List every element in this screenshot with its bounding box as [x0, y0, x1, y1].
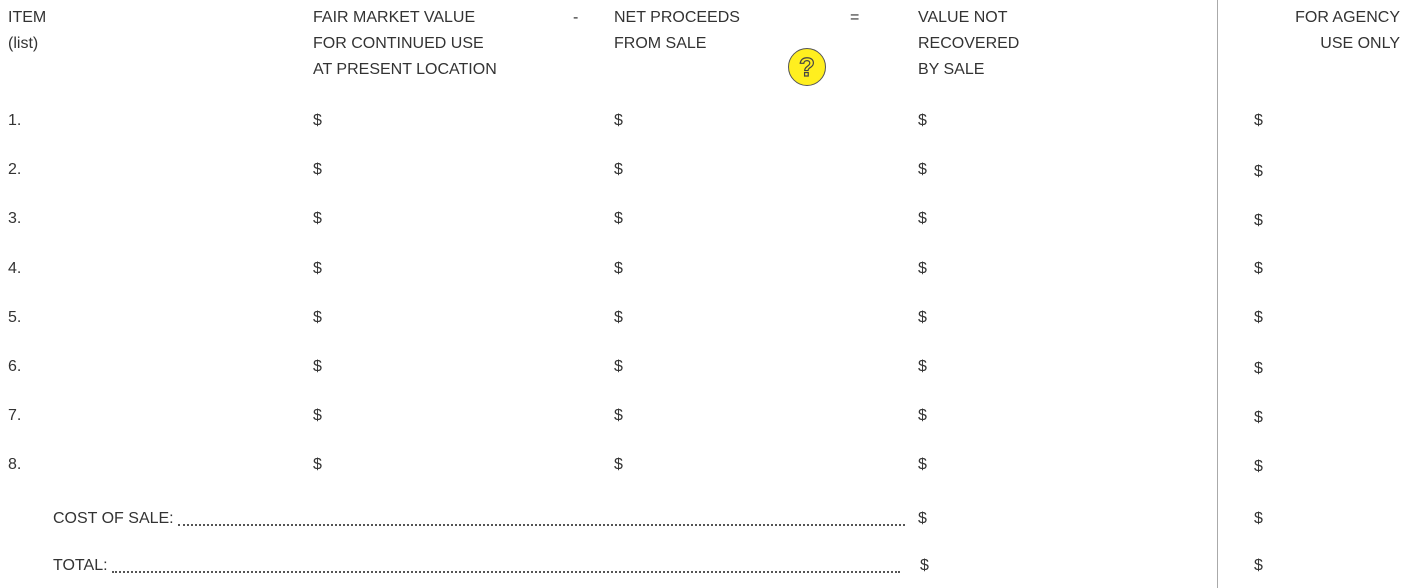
dollar-cell: $: [918, 259, 927, 277]
dollar-cell: $: [920, 557, 929, 574]
dollar-cell: $: [614, 161, 623, 179]
dollar-cell: $: [918, 407, 927, 425]
header-equals: =: [850, 9, 860, 26]
row-label: 8.: [8, 456, 22, 474]
row-label: 5.: [8, 308, 22, 326]
dollar-cell: $: [918, 210, 927, 228]
header-fmv: FOR CONTINUED USE: [313, 35, 484, 52]
row-label: 1.: [8, 112, 22, 129]
header-fmv: AT PRESENT LOCATION: [313, 61, 497, 78]
row-label: 3.: [8, 210, 22, 228]
dollar-cell: $: [614, 358, 623, 375]
summary-label: TOTAL:: [53, 557, 108, 574]
dollar-cell: $: [1254, 308, 1263, 326]
header-value: BY SALE: [918, 61, 985, 78]
summary-label: COST OF SALE:: [53, 510, 174, 527]
divider: [1217, 0, 1218, 588]
row-label: 4.: [8, 259, 22, 277]
header-fmv: FAIR MARKET VALUE: [313, 9, 476, 26]
help-icon[interactable]: ?: [788, 48, 826, 86]
dollar-cell: $: [1254, 458, 1263, 476]
dollar-cell: $: [1254, 557, 1263, 574]
dollar-cell: $: [918, 456, 927, 474]
header-agency: FOR AGENCY: [1295, 9, 1400, 26]
dollar-cell: $: [1254, 163, 1263, 181]
dollar-cell: $: [313, 112, 322, 129]
dollar-cell: $: [1254, 510, 1263, 527]
row-label: 6.: [8, 358, 22, 375]
header-item: ITEM: [8, 9, 47, 26]
dollar-cell: $: [918, 510, 927, 527]
dollar-cell: $: [918, 112, 927, 129]
dollar-cell: $: [313, 259, 322, 277]
dollar-cell: $: [1254, 212, 1263, 230]
dollar-cell: $: [918, 308, 927, 326]
help-icon-text: ?: [798, 52, 815, 82]
header-value: RECOVERED: [918, 35, 1020, 52]
dollar-cell: $: [1254, 259, 1263, 277]
row-label: 7.: [8, 407, 22, 425]
header-net: NET PROCEEDS: [614, 9, 740, 26]
dollar-cell: $: [1254, 112, 1263, 129]
header-value: VALUE NOT: [918, 9, 1008, 26]
dollar-cell: $: [614, 210, 623, 228]
dollar-cell: $: [614, 308, 623, 326]
dollar-cell: $: [313, 210, 322, 228]
header-net: FROM SALE: [614, 35, 707, 52]
dot-leader: [177, 524, 905, 526]
dollar-cell: $: [313, 161, 322, 179]
header-minus: -: [573, 9, 579, 26]
dollar-cell: $: [918, 358, 927, 375]
dollar-cell: $: [1254, 360, 1263, 377]
dollar-cell: $: [614, 456, 623, 474]
dollar-cell: $: [313, 407, 322, 425]
row-label: 2.: [8, 161, 22, 179]
dollar-cell: $: [1254, 409, 1263, 427]
dollar-cell: $: [313, 456, 322, 474]
dot-leader: [111, 571, 900, 573]
header-item: (list): [8, 35, 39, 52]
dollar-cell: $: [313, 308, 322, 326]
dollar-cell: $: [614, 407, 623, 425]
dollar-cell: $: [614, 259, 623, 277]
header-agency: USE ONLY: [1320, 35, 1400, 52]
dollar-cell: $: [614, 112, 623, 129]
dollar-cell: $: [313, 358, 322, 375]
dollar-cell: $: [918, 161, 927, 179]
